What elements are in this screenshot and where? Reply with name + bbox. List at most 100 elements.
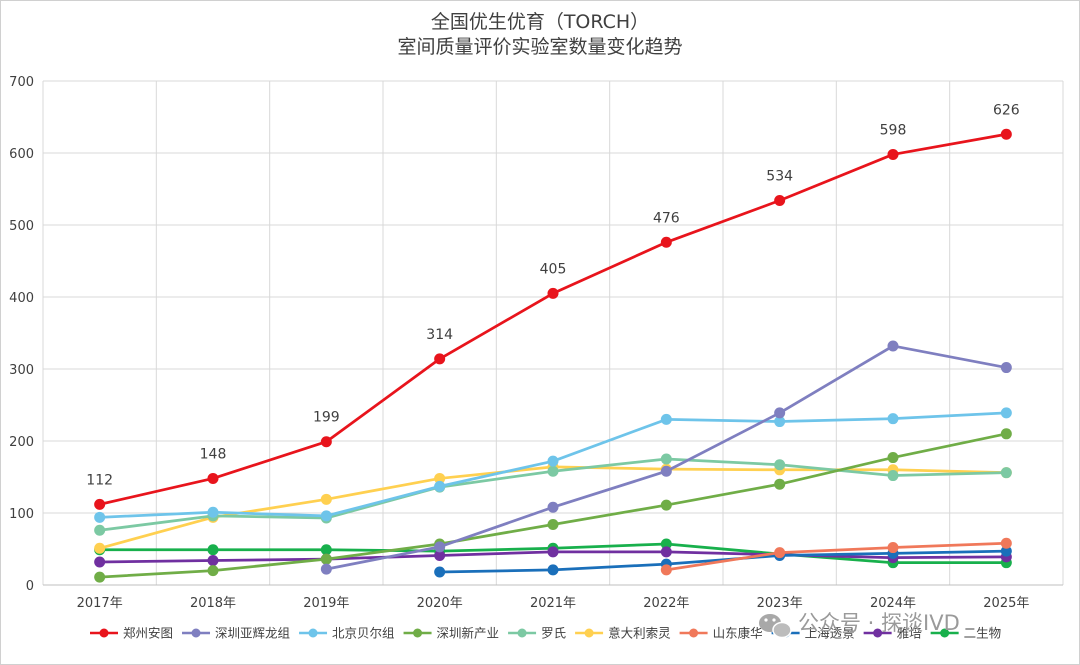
data-point	[320, 544, 332, 556]
legend-item[interactable]: 罗氏	[508, 626, 566, 641]
x-axis: 2017年 2018年 2019年 2020年 2021年 2022年 2023年 2024年…	[77, 596, 1030, 611]
data-point	[660, 546, 672, 558]
legend-item[interactable]: 深圳新产业	[403, 626, 500, 641]
data-point	[434, 549, 446, 561]
watermark-text: 公众号 · 探谈IVD	[798, 611, 960, 635]
data-point	[434, 480, 446, 492]
legend-swatch-marker	[191, 628, 201, 638]
data-label: 534	[766, 169, 793, 185]
data-label: 476	[653, 210, 680, 226]
data-point	[660, 564, 672, 576]
chart-title-line-1: 全国优生优育（TORCH）	[431, 11, 649, 33]
series-2	[94, 407, 1012, 523]
y-tick-label: 100	[9, 507, 34, 522]
data-point	[774, 547, 786, 559]
legend-item[interactable]: 山东康华	[679, 626, 763, 641]
x-tick-label: 2025年	[983, 596, 1029, 611]
data-point	[434, 566, 446, 578]
data-point	[660, 453, 672, 465]
x-tick-label: 2024年	[870, 596, 916, 611]
legend-label: 北京贝尔组	[332, 626, 395, 641]
legend-swatch-marker	[940, 628, 950, 638]
data-point	[547, 465, 559, 477]
data-point	[207, 565, 219, 577]
data-point	[547, 564, 559, 576]
legend-label: 深圳新产业	[437, 626, 500, 641]
legend-label: 深圳亚辉龙组	[215, 626, 290, 641]
data-point	[547, 519, 559, 531]
data-point	[320, 493, 332, 505]
legend-swatch-marker	[584, 628, 594, 638]
legend-item[interactable]: 二生物	[930, 626, 1002, 641]
y-tick-label: 200	[9, 435, 34, 450]
legend-swatch-marker	[413, 628, 423, 638]
data-point	[547, 546, 559, 558]
wechat-icon	[759, 614, 792, 639]
data-point	[1000, 537, 1012, 549]
data-label: 112	[86, 472, 113, 488]
data-point	[887, 452, 899, 464]
data-point	[774, 407, 786, 419]
data-point	[1000, 545, 1012, 557]
data-point	[774, 459, 786, 471]
data-point	[660, 465, 672, 477]
data-point	[94, 511, 106, 523]
data-point	[207, 555, 219, 567]
legend-swatch-marker	[517, 628, 527, 638]
data-point	[94, 524, 106, 536]
data-label: 598	[880, 122, 907, 138]
data-point	[434, 353, 446, 365]
x-tick-label: 2023年	[757, 596, 803, 611]
y-tick-label: 700	[9, 75, 34, 90]
legend-item[interactable]: 雅培	[863, 626, 922, 641]
x-tick-label: 2018年	[190, 596, 236, 611]
series-3	[94, 428, 1012, 583]
series-1	[320, 340, 1012, 575]
data-point	[1000, 467, 1012, 479]
data-label: 148	[200, 446, 227, 462]
data-point	[1000, 362, 1012, 374]
legend-label: 意大利索灵	[608, 626, 671, 641]
legend-swatch-marker	[308, 628, 318, 638]
legend-label: 山东康华	[713, 626, 763, 641]
data-point	[94, 571, 106, 583]
x-tick-label: 2022年	[643, 596, 689, 611]
data-point	[660, 499, 672, 511]
data-point	[774, 416, 786, 428]
data-point	[320, 553, 332, 565]
legend-label: 雅培	[897, 626, 922, 641]
data-point	[887, 340, 899, 352]
legend-label: 罗氏	[541, 626, 566, 641]
data-point	[207, 472, 219, 484]
legend-item[interactable]: 深圳亚辉龙组	[182, 626, 290, 641]
series-line	[439, 549, 1007, 574]
data-label: 626	[993, 102, 1020, 118]
y-tick-label: 0	[26, 579, 34, 594]
x-tick-label: 2020年	[417, 596, 463, 611]
legend-swatch-marker	[873, 628, 883, 638]
series-6	[660, 537, 1012, 576]
data-point	[887, 470, 899, 482]
data-labels: 112 148 199 314 405 476 534 598 626	[86, 102, 1019, 488]
data-point	[320, 563, 332, 575]
legend-item[interactable]: 北京贝尔组	[299, 626, 395, 641]
y-tick-label: 500	[9, 219, 34, 234]
data-point	[320, 436, 332, 448]
data-point	[774, 195, 786, 207]
data-point	[887, 542, 899, 554]
data-label: 314	[426, 327, 453, 343]
legend-item[interactable]: 意大利索灵	[575, 626, 671, 641]
x-tick-label: 2021年	[530, 596, 576, 611]
data-point	[1000, 128, 1012, 140]
data-point	[1000, 428, 1012, 440]
data-point	[887, 413, 899, 425]
x-tick-label: 2017年	[77, 596, 123, 611]
data-point	[660, 413, 672, 425]
data-point	[774, 478, 786, 490]
data-point	[660, 236, 672, 248]
legend-item[interactable]: 郑州安图	[90, 626, 173, 641]
series-0	[94, 128, 1012, 510]
data-point	[547, 287, 559, 299]
data-label: 199	[313, 410, 340, 426]
